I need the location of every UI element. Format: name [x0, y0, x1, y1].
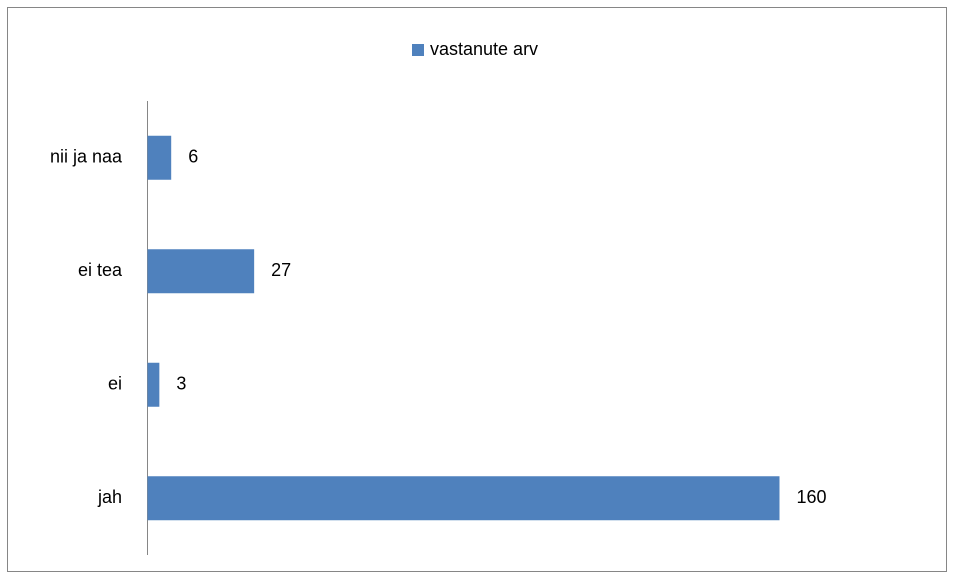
y-tick-label: ei tea	[78, 260, 123, 280]
bar	[147, 249, 255, 294]
bar	[147, 476, 780, 521]
y-tick-label: nii ja naa	[50, 147, 123, 167]
bar	[147, 362, 160, 407]
data-label: 3	[176, 374, 186, 394]
data-label: 6	[188, 147, 198, 167]
data-label: 160	[797, 487, 827, 507]
bar	[147, 135, 172, 180]
legend-swatch	[412, 44, 424, 56]
data-label: 27	[271, 260, 291, 280]
y-tick-label: ei	[108, 374, 122, 394]
legend-label: vastanute arv	[430, 39, 538, 59]
y-tick-label: jah	[97, 487, 122, 507]
